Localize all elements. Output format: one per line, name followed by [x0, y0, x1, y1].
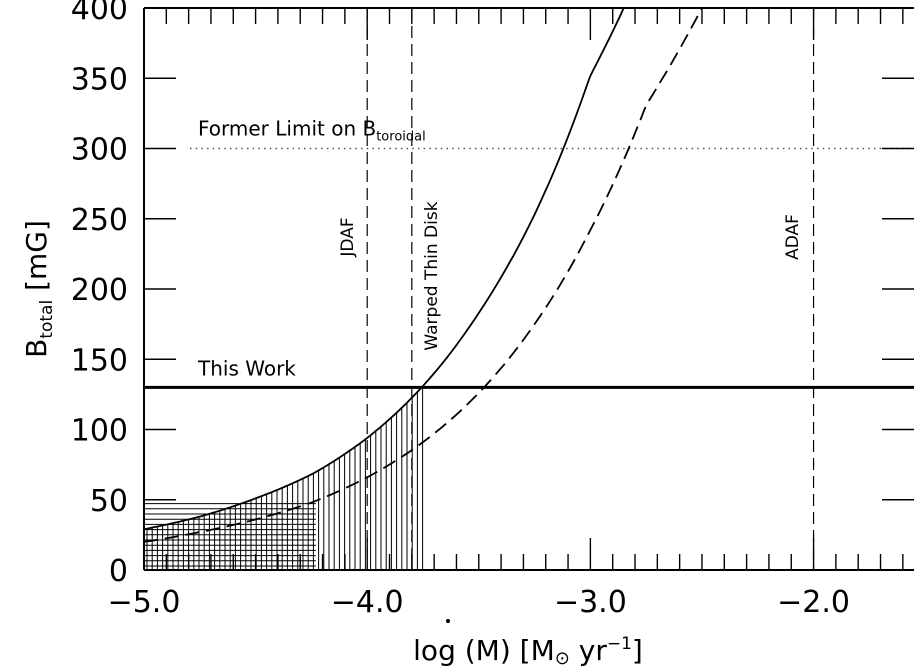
y-axis-title-sub: total	[37, 300, 57, 339]
y-tick-label: 0	[109, 554, 128, 589]
x-axis-title-sub: ⊙	[555, 648, 570, 669]
vertical-line-label: Warped Thin Disk	[422, 201, 442, 350]
solid-curve	[144, 8, 625, 531]
y-tick-label: 250	[71, 203, 128, 238]
shaded-regions	[144, 386, 424, 570]
dashed-curve	[144, 8, 703, 543]
y-tick-label: 100	[71, 414, 128, 449]
x-axis-title-suffix: ]	[632, 634, 643, 667]
vertical-line-label: ADAF	[783, 214, 803, 260]
x-tick-label: −5.0	[108, 585, 181, 620]
x-tick-label: −3.0	[554, 585, 627, 620]
y-axis-title: Btotal [mG]	[20, 220, 57, 358]
annotations: This Work Former Limit on Btoroidal JDAF Wa…	[197, 117, 803, 381]
x-tick-label: −2.0	[777, 585, 850, 620]
y-axis-title-unit: [mG]	[20, 220, 53, 300]
tick-labels: 0 50 100 150 200 250 300 350 400 −5.0 −4.0 −3.0 −2.0	[71, 0, 850, 620]
x-axis-title-variable: M	[476, 634, 500, 667]
vertical-line-label: JDAF	[338, 217, 358, 257]
y-axis-title-main: B	[20, 339, 53, 358]
x-axis-title-unit: yr	[570, 634, 607, 667]
x-axis-title-middle: ) [M	[500, 634, 555, 667]
x-axis-title: log (M) [M⊙ yr−1]	[413, 634, 643, 669]
y-tick-label: 300	[71, 133, 128, 168]
this-work-label: This Work	[197, 356, 296, 380]
y-tick-label: 200	[71, 273, 128, 308]
former-limit-label: Former Limit on Btoroidal	[198, 117, 426, 145]
reference-lines	[144, 8, 914, 570]
y-tick-label: 350	[71, 62, 128, 97]
y-tick-label: 50	[90, 484, 128, 519]
axis-ticks	[143, 7, 914, 571]
y-tick-label: 150	[71, 343, 128, 378]
x-tick-label: −4.0	[331, 585, 404, 620]
y-tick-label: 400	[71, 0, 128, 27]
curves	[144, 8, 703, 543]
x-axis-title-sup: −1	[607, 634, 632, 654]
x-axis-title-prefix: log (	[413, 634, 476, 667]
plot-frame	[143, 7, 914, 571]
mdot-dot	[446, 619, 450, 623]
